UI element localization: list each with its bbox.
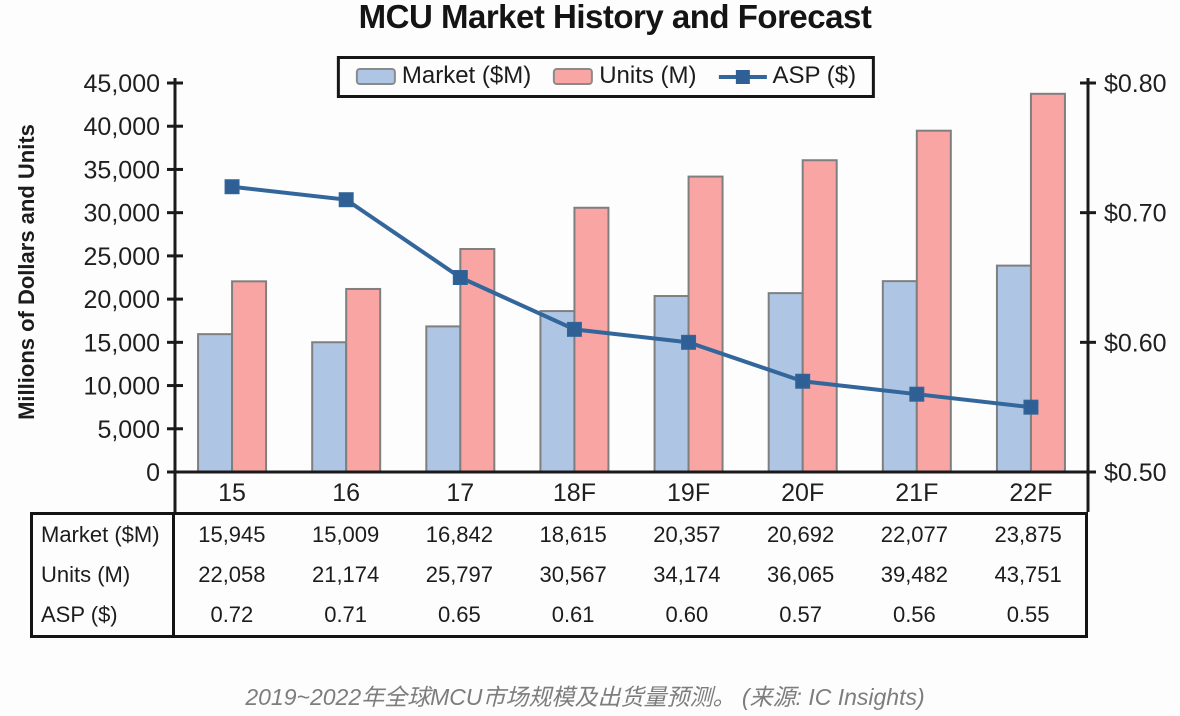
- table-cell: 15,009: [311, 522, 380, 547]
- left-axis-tick-label: 0: [146, 459, 160, 487]
- right-axis-tick-label: $0.80: [1104, 70, 1167, 98]
- chart-legend: Market ($M) Units (M) ASP ($): [336, 56, 876, 98]
- units-bar: [687, 175, 724, 474]
- table-cell: 36,065: [766, 562, 835, 587]
- market-bar: [881, 280, 918, 473]
- units-bar: [231, 280, 268, 473]
- asp-marker: [566, 321, 582, 337]
- table-cell: 30,567: [539, 562, 607, 587]
- right-axis-tick-label: $0.70: [1104, 200, 1167, 228]
- page-title: MCU Market History and Forecast: [358, 0, 872, 35]
- table-cell: 23,875: [994, 522, 1062, 547]
- category-label: 17: [446, 479, 474, 507]
- left-axis-tick-label: 10,000: [84, 373, 160, 401]
- legend-label-asp: ASP ($): [772, 62, 857, 89]
- legend-item-units: Units (M): [553, 62, 697, 90]
- category-label: 20F: [781, 479, 824, 507]
- market-bar: [425, 325, 462, 474]
- table-cell: 21,174: [311, 562, 380, 587]
- left-axis-tick-label: 25,000: [84, 243, 160, 271]
- right-axis-tick-label: $0.60: [1104, 329, 1167, 357]
- legend-item-market: Market ($M): [355, 62, 532, 90]
- units-bar: [1029, 92, 1066, 474]
- table-cell: 16,842: [425, 522, 494, 547]
- right-axis-tick-label: $0.50: [1104, 459, 1167, 487]
- table-row-header: Market ($M): [33, 515, 175, 555]
- table-cell: 22,077: [880, 522, 949, 547]
- asp-line-swatch-icon: [718, 68, 767, 85]
- table-cell: 20,692: [766, 522, 835, 547]
- left-axis-tick-label: 5,000: [97, 416, 160, 444]
- table-cell: 0.72: [210, 602, 254, 627]
- table-cell: 0.57: [779, 602, 823, 627]
- table-cell: 0.65: [437, 602, 481, 627]
- legend-item-asp: ASP ($): [718, 62, 857, 90]
- left-axis-tick-label: 35,000: [84, 156, 160, 184]
- table-cell: 22,058: [198, 562, 266, 587]
- data-table: Market ($M) 15,945 15,009 16,842 18,615 20,35…: [30, 512, 1088, 638]
- market-bar: [311, 341, 348, 473]
- units-bar: [915, 129, 952, 473]
- asp-marker: [452, 270, 468, 285]
- asp-marker: [795, 373, 811, 389]
- left-axis-tick-label: 30,000: [84, 200, 160, 228]
- asp-line: [231, 184, 1032, 410]
- table-cell: 0.60: [665, 602, 709, 627]
- category-label: 19F: [667, 479, 710, 507]
- asp-square-marker: [735, 69, 750, 84]
- left-axis-tick-label: 15,000: [84, 329, 160, 357]
- table-cell: 18,615: [539, 522, 607, 547]
- units-bar: [801, 159, 838, 474]
- table-cell: 20,357: [653, 522, 721, 547]
- table-row-header: Units (M): [33, 555, 175, 595]
- category-label: 18F: [553, 479, 596, 507]
- asp-marker: [681, 334, 697, 350]
- market-bar: [995, 264, 1032, 473]
- market-bar-swatch-icon: [355, 67, 396, 85]
- units-bar-swatch-icon: [553, 67, 594, 85]
- left-axis-tick-label: 40,000: [84, 113, 160, 141]
- table-cell: 0.71: [324, 602, 368, 627]
- table-cell: 34,174: [653, 562, 721, 587]
- market-bar: [653, 295, 690, 474]
- units-bar: [573, 206, 610, 474]
- legend-label-market: Market ($M): [401, 62, 532, 89]
- category-label: 21F: [895, 479, 938, 507]
- table-cell: 25,797: [425, 562, 494, 587]
- table-cell: 39,482: [880, 562, 949, 587]
- table-cell: 43,751: [994, 562, 1062, 587]
- table-cell: 0.55: [1006, 602, 1050, 627]
- left-axis-tick-label: 20,000: [84, 286, 160, 314]
- table-cell: 0.56: [892, 602, 936, 627]
- asp-marker: [1023, 399, 1039, 415]
- source-caption: 2019~2022年全球MCU市场规模及出货量预测。 (来源: IC Insig…: [245, 684, 925, 710]
- market-bar: [539, 310, 576, 474]
- market-bar: [197, 333, 234, 473]
- table-row-header: ASP ($): [33, 595, 175, 635]
- category-label: 22F: [1009, 479, 1052, 507]
- table-cell: 15,945: [198, 522, 266, 547]
- asp-marker: [224, 179, 240, 195]
- legend-label-units: Units (M): [599, 62, 697, 89]
- asp-marker: [909, 386, 925, 402]
- table-cell: 0.61: [551, 602, 595, 627]
- asp-marker: [338, 192, 354, 208]
- left-axis-tick-label: 45,000: [84, 70, 160, 98]
- units-bar: [345, 287, 382, 473]
- category-label: 16: [332, 479, 360, 507]
- category-label: 15: [218, 479, 246, 507]
